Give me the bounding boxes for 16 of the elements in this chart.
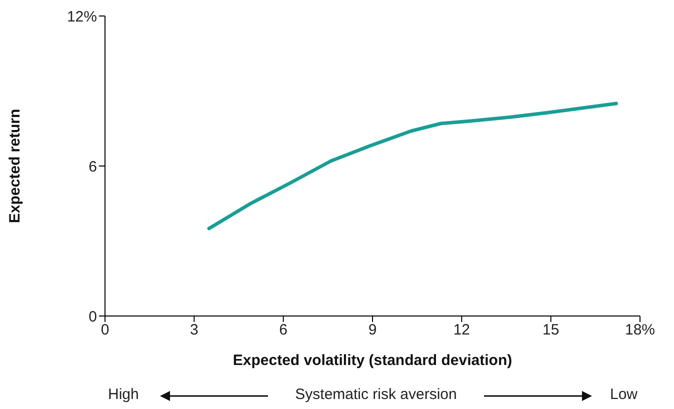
x-tick-label: 0 [100, 322, 110, 339]
text: High [108, 386, 139, 403]
line-series [207, 102, 618, 230]
x-tick-label: 18% [624, 322, 656, 339]
x-tick-label: 9 [368, 322, 377, 339]
y-tick-label: 6 [88, 158, 97, 176]
x-axis-title: Expected volatility (standard deviation) [232, 352, 514, 369]
text: Low [610, 386, 638, 403]
y-tick-label: 0 [88, 308, 97, 326]
y-tick-label: 12% [66, 8, 97, 26]
x-tick-label: 15 [542, 322, 560, 339]
y-axis-title: Expected return [6, 108, 24, 224]
x-tick-label: 12 [453, 322, 470, 339]
text: Systematic risk aversion [294, 386, 458, 403]
x-tick-label: 6 [279, 322, 288, 339]
x-tick-label: 3 [190, 322, 198, 339]
